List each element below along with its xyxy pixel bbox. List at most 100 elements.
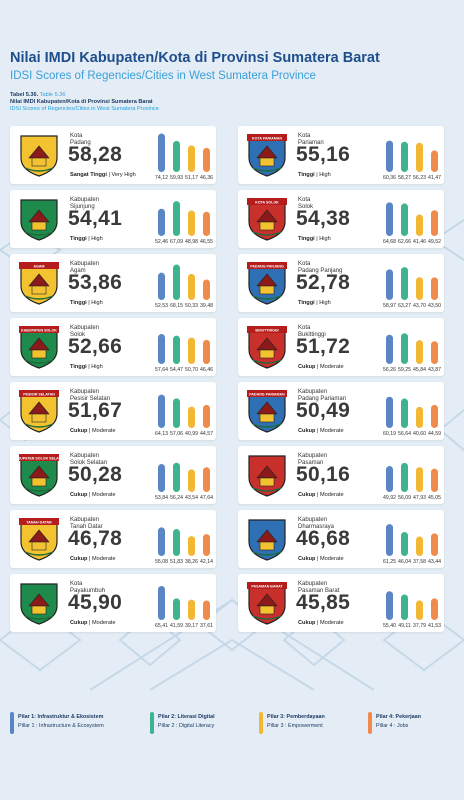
region-type: Kota [70,581,83,587]
region-emblem-icon [248,455,286,497]
bar-value-label: 49,11 [398,623,411,629]
bar-pillar-2 [173,598,180,620]
bar-pillar-3 [416,406,423,428]
region-score: 50,16 [296,463,351,486]
bar-value-label: 40,60 [413,431,426,437]
region-type: Kabupaten [298,581,328,587]
bar-pillar-2 [173,398,180,428]
category-label: Cukup [70,620,88,626]
bar-pillar-3 [416,214,423,236]
region-card: AGAM Kabupaten Agam 53,86 Tinggi | High … [10,254,216,312]
category-label-en: High [91,300,103,306]
bar-pillar-1 [158,394,165,428]
region-type: Kota [298,261,311,267]
region-name: Bukittinggi [298,332,326,338]
region-card: TANAH DATAR Kabupaten Tanah Datar 46,78 … [10,510,216,568]
bar-pillar-4 [203,404,210,428]
emblem-text: KABUPATEN SOLOK SELATAN [15,456,63,460]
region-card: KOTA PARIAMAN Kota Pariaman 55,16 Tinggi… [238,126,444,184]
region-score: 45,90 [68,591,123,614]
bar-pillar-3 [416,142,423,172]
region-category: Cukup | Moderate [70,492,116,498]
bar-pillar-1 [386,140,393,172]
category-label: Tinggi [298,300,315,306]
legend-label: Pilar 1: Infrastruktur & Ekosistem [18,714,104,720]
bar-pillar-2 [173,201,180,236]
page-title: Nilai IMDI Kabupaten/Kota di Provinsi Su… [10,50,380,66]
bar-pillar-4 [203,147,210,172]
category-label: Cukup [298,492,316,498]
region-emblem-icon: TANAH DATAR [19,518,59,561]
bar-value-label: 59,25 [398,367,411,373]
bar-pillar-3 [188,599,195,620]
bar-pillar-4 [203,279,210,300]
bar-value-label: 50,70 [185,367,198,373]
pillar-bar-chart: 49,92 56,09 47,93 45,05 [383,462,441,501]
category-label: Tinggi [298,236,315,242]
bar-value-label: 56,64 [398,431,411,437]
region-name: Padang Panjang [298,268,343,274]
bar-value-label: 52,53 [155,303,168,309]
bar-pillar-4 [203,600,210,620]
bar-value-label: 47,64 [200,495,213,501]
bar-pillar-1 [386,396,393,428]
pillar-bar-chart: 52,53 68,15 50,33 39,48 [155,264,213,309]
bar-value-label: 52,46 [155,239,168,245]
bar-pillar-1 [386,524,393,556]
bar-pillar-2 [401,333,408,364]
bar-pillar-2 [401,594,408,620]
bar-value-label: 63,27 [398,303,411,309]
region-emblem-icon: KOTA SOLOK [247,198,287,241]
bar-pillar-4 [203,467,210,492]
bar-value-label: 55,08 [155,559,168,565]
region-score: 45,85 [296,591,351,614]
region-type: Kota [298,133,311,139]
category-label-en: Moderate [319,364,344,370]
region-category: Cukup | Moderate [298,428,344,434]
bar-pillar-3 [188,536,195,556]
bar-pillar-3 [188,273,195,300]
bar-value-label: 41,59 [170,623,183,629]
bar-value-label: 44,57 [200,431,213,437]
category-label-en: Very High [111,172,136,178]
bar-value-label: 43,70 [413,303,426,309]
pillar-bar-chart: 52,46 67,09 48,98 46,55 [155,201,213,245]
bar-pillar-1 [158,527,165,556]
region-score: 53,86 [68,271,123,294]
page-subtitle: IDSI Scores of Regencies/Cities in West … [10,70,316,82]
region-score: 51,72 [296,335,351,358]
region-name: Pesisir Selatan [70,396,111,402]
region-type: Kabupaten [298,517,328,523]
category-label: Cukup [298,364,316,370]
emblem-text: TANAH DATAR [26,520,52,524]
bar-pillar-1 [386,202,393,236]
bar-value-label: 37,79 [413,623,426,629]
category-label-en: Moderate [319,492,344,498]
region-score: 55,16 [296,143,351,166]
region-emblem-icon [248,519,286,561]
bar-pillar-1 [386,466,393,492]
category-label: Cukup [298,556,316,562]
bar-pillar-2 [173,529,180,556]
bar-value-label: 51,83 [170,559,183,565]
emblem-text: KABUPATEN SOLOK [21,328,57,332]
bar-pillar-3 [416,340,423,364]
legend-label-en: Pillar 1 : Infrastructure & Ecosystem [18,723,104,729]
emblem-text: KOTA PARIAMAN [252,136,282,140]
bar-pillar-2 [401,532,408,556]
bar-pillar-3 [188,145,195,172]
region-emblem-icon: PADANG PANJANG [247,262,287,305]
legend-label: Pilar 3: Pemberdayaan [267,714,325,720]
bar-value-label: 47,93 [413,495,426,501]
bar-value-label: 37,58 [413,559,426,565]
region-card: Kota Padang 58,28 Sangat Tinggi | Very H… [10,126,216,184]
bar-value-label: 50,33 [185,303,198,309]
region-score: 51,67 [68,399,123,422]
bar-pillar-4 [203,534,210,556]
region-category: Tinggi | High [70,300,103,306]
bar-value-label: 57,06 [170,431,183,437]
bar-value-label: 43,44 [428,559,441,565]
region-name: Payakumbuh [70,588,106,594]
bar-pillar-4 [431,341,438,364]
region-score: 54,41 [68,207,123,230]
